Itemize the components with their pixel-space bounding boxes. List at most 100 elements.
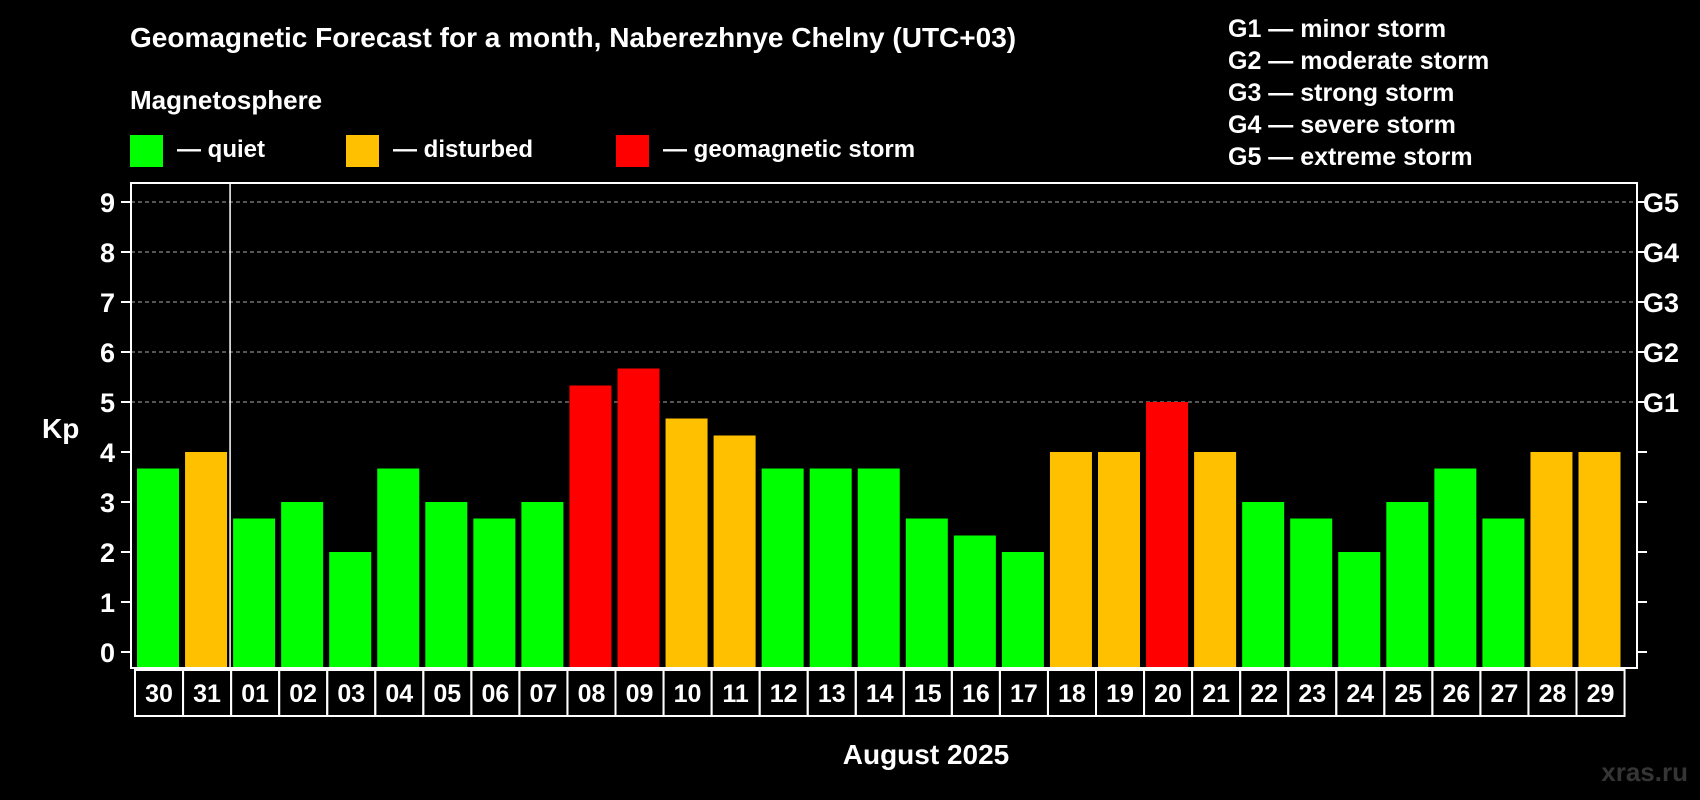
bar-09 <box>617 368 660 667</box>
bar-21 <box>1194 452 1237 667</box>
legend-swatch-disturbed <box>346 135 379 167</box>
x-tick-label: 13 <box>818 680 846 708</box>
bar-19 <box>1098 452 1140 667</box>
bar-24 <box>1338 552 1381 667</box>
right-g-label: G3 <box>1643 288 1679 318</box>
legend-swatch-quiet <box>130 135 163 167</box>
x-tick-label: 25 <box>1394 680 1422 708</box>
x-tick-label: 04 <box>385 680 413 708</box>
color-legend: — quiet — disturbed — geomagnetic storm <box>130 135 915 167</box>
x-tick-label: 05 <box>433 680 461 708</box>
gridlines <box>131 201 1637 403</box>
right-g-label: G1 <box>1643 388 1679 418</box>
right-g-ticks: G1 G2 G3 G4 G5 <box>1637 188 1679 653</box>
watermark: xras.ru <box>1601 757 1688 787</box>
bar-13 <box>809 468 852 667</box>
x-tick-label: 03 <box>337 680 365 708</box>
bar-22 <box>1242 502 1285 667</box>
y-tick-label: 3 <box>100 488 115 518</box>
g-scale-legend: G1 — minor storm G2 — moderate storm G3 … <box>1228 15 1489 171</box>
bar-28 <box>1530 452 1573 667</box>
y-tick-label: 4 <box>100 438 115 468</box>
x-tick-cells: 30 31 01 02 03 04 05 06 07 08 09 10 11 12 13 14 15 16 17 18… <box>134 669 1626 717</box>
plot-frame <box>130 182 1638 669</box>
bar-16 <box>953 535 996 667</box>
x-axis-label: August 2025 <box>843 739 1010 770</box>
x-tick-label: 16 <box>962 680 990 708</box>
x-tick-label: 08 <box>578 680 606 708</box>
x-tick-label: 30 <box>145 680 173 708</box>
axes <box>130 182 1638 669</box>
bar-14 <box>857 468 900 667</box>
x-tick-label: 07 <box>530 680 558 708</box>
y-tick-label: 1 <box>100 588 115 618</box>
g-scale-legend-item: G1 — minor storm <box>1228 15 1446 43</box>
y-tick-label: 0 <box>100 638 115 668</box>
bar-12 <box>761 468 804 667</box>
x-tick-label: 15 <box>914 680 942 708</box>
right-g-label: G5 <box>1643 188 1679 218</box>
x-tick-label: 09 <box>626 680 654 708</box>
y-tick-label: 2 <box>100 538 115 568</box>
bar-17 <box>1001 552 1044 667</box>
right-g-label: G4 <box>1643 238 1679 268</box>
bar-11 <box>713 435 756 667</box>
bar-10 <box>665 418 708 667</box>
x-tick-label: 18 <box>1058 680 1086 708</box>
legend-label-storm: — geomagnetic storm <box>663 136 915 163</box>
bar-04 <box>377 468 420 667</box>
y-tick-label: 7 <box>100 288 115 318</box>
bar-29 <box>1578 452 1621 667</box>
bar-20 <box>1146 402 1189 667</box>
bar-05 <box>425 502 468 667</box>
legend-swatch-storm <box>616 135 649 167</box>
bar-18 <box>1049 452 1092 667</box>
bar-27 <box>1482 518 1525 667</box>
bar-02 <box>281 502 324 667</box>
legend-label-disturbed: — disturbed <box>393 136 533 163</box>
y-tick-label: 5 <box>100 388 115 418</box>
chart-title: Geomagnetic Forecast for a month, Nabere… <box>130 22 1016 53</box>
x-tick-label: 26 <box>1442 680 1470 708</box>
y-axis-label: Kp <box>42 413 79 444</box>
bar-26 <box>1434 468 1477 667</box>
right-g-label: G2 <box>1643 338 1679 368</box>
bars <box>137 368 1621 667</box>
x-tick-label: 23 <box>1298 680 1326 708</box>
x-tick-label: 20 <box>1154 680 1182 708</box>
x-tick-label: 10 <box>674 680 702 708</box>
y-tick-label: 9 <box>100 188 115 218</box>
bar-06 <box>473 518 516 667</box>
x-tick-label: 24 <box>1346 680 1374 708</box>
bar-25 <box>1386 502 1429 667</box>
legend-label-quiet: — quiet <box>177 136 265 163</box>
x-tick-label: 27 <box>1491 680 1519 708</box>
g-scale-legend-item: G3 — strong storm <box>1228 79 1454 107</box>
bar-07 <box>521 502 564 667</box>
g-scale-legend-item: G5 — extreme storm <box>1228 143 1473 171</box>
y-tick-label: 8 <box>100 238 115 268</box>
g-scale-legend-item: G4 — severe storm <box>1228 111 1456 139</box>
x-tick-cell <box>1575 669 1626 717</box>
x-tick-label: 06 <box>481 680 509 708</box>
x-tick-label: 01 <box>241 680 269 708</box>
y-tick-label: 6 <box>100 338 115 368</box>
bar-08 <box>569 385 612 667</box>
x-tick-label: 17 <box>1010 680 1038 708</box>
x-tick-label: 31 <box>193 680 221 708</box>
x-tick-label: 14 <box>866 680 894 708</box>
bar-03 <box>329 552 372 667</box>
bar-01 <box>233 518 276 667</box>
x-tick-label: 02 <box>289 680 317 708</box>
bar-23 <box>1290 518 1333 667</box>
x-tick-label: 11 <box>722 680 749 708</box>
legend-title: Magnetosphere <box>130 85 322 115</box>
x-tick-label: 12 <box>770 680 798 708</box>
bar-31 <box>185 452 228 667</box>
x-tick-label: 29 <box>1587 680 1615 708</box>
y-ticks: 0 1 2 3 4 5 6 7 8 9 <box>100 188 131 668</box>
x-tick-label: 22 <box>1250 680 1278 708</box>
bar-15 <box>905 518 948 667</box>
x-tick-label: 21 <box>1202 680 1230 708</box>
